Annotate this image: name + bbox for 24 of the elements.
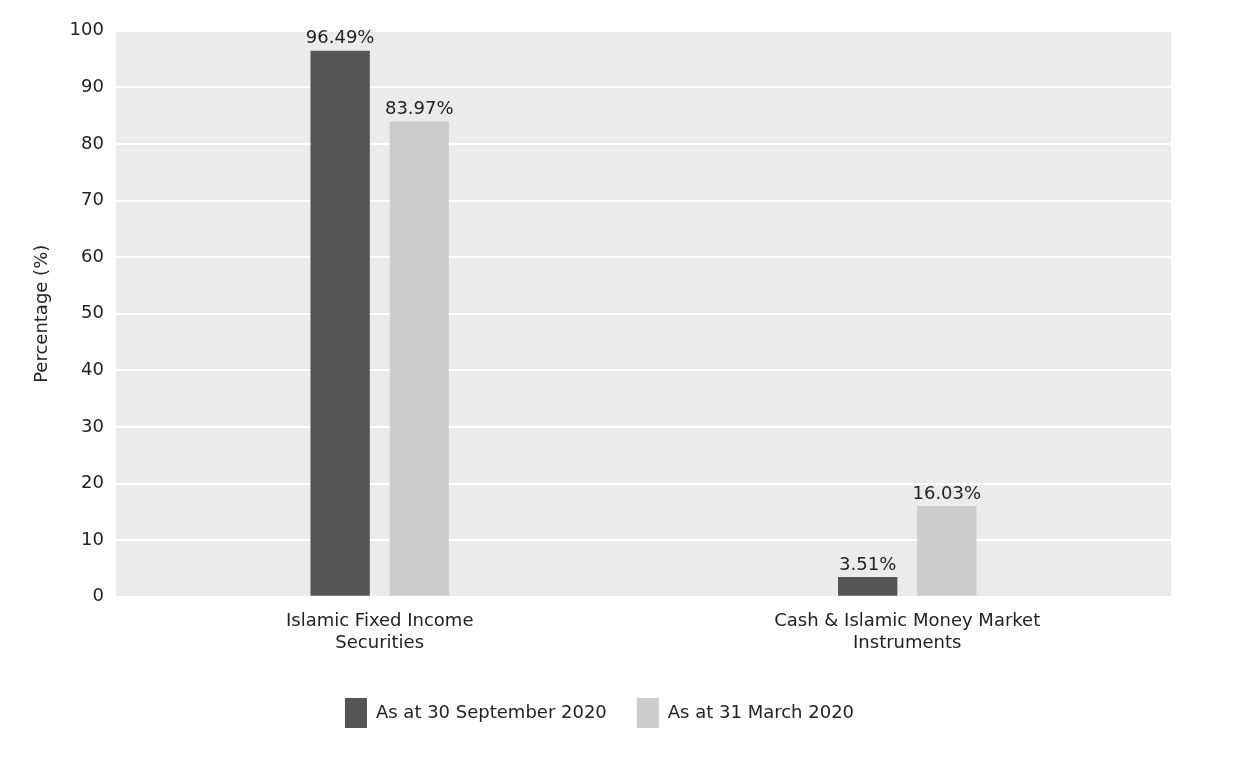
bar (310, 50, 370, 596)
x-tick-label: Cash & Islamic Money Market Instruments (774, 609, 1041, 652)
y-tick-label: 70 (81, 188, 104, 210)
data-label: 16.03% (912, 481, 982, 503)
legend-label: As at 30 September 2020 (375, 700, 607, 722)
bar (917, 506, 977, 596)
x-tick-label: Islamic Fixed Income Securities (285, 609, 474, 652)
bar (838, 576, 898, 596)
y-tick-label: 100 (69, 18, 104, 40)
data-label: 96.49% (305, 26, 375, 48)
bar (389, 121, 449, 596)
y-tick-label: 40 (81, 358, 104, 380)
data-label: 83.97% (384, 97, 454, 119)
y-tick-label: 30 (81, 414, 104, 436)
y-tick-label: 50 (81, 301, 104, 323)
y-tick-label: 60 (81, 244, 104, 266)
y-tick-label: 90 (81, 75, 104, 97)
y-tick-label: 80 (81, 131, 104, 153)
y-axis-title: Percentage (%) (30, 244, 52, 383)
y-tick-label: 0 (92, 584, 104, 606)
legend-label: As at 31 March 2020 (667, 700, 855, 722)
data-label: 3.51% (839, 552, 897, 574)
y-tick-label: 20 (81, 471, 104, 493)
y-tick-label: 10 (81, 527, 104, 549)
